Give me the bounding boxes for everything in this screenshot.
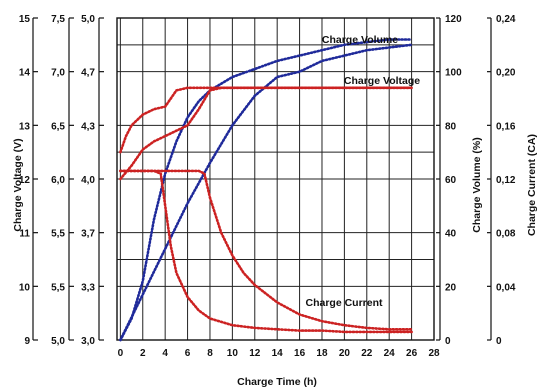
y-tick-label: 6,5 (51, 121, 65, 132)
annotation-charge-voltage: Charge Voltage (344, 75, 420, 87)
y-tick-label: 3,3 (81, 282, 95, 293)
y-axis-label-volume: Charge Volume (%) (471, 137, 483, 232)
y-tick-label: 3,0 (81, 336, 95, 347)
y-tick-label: 60 (445, 175, 457, 186)
series-charge-current (119, 169, 413, 331)
y-tick-label: 9 (24, 336, 30, 347)
y-tick-label: 4,7 (81, 68, 95, 79)
y-tick-label: 7,5 (51, 14, 65, 25)
y-tick-label: 20 (445, 282, 457, 293)
y-tick-label: 5,5 (51, 282, 65, 293)
y-tick-label: 14 (19, 68, 31, 79)
y-tick-label: 5,0 (81, 14, 95, 25)
x-tick-label: 6 (185, 348, 191, 359)
y-tick-label: 0,24 (496, 14, 516, 25)
y-tick-label: 3,7 (81, 229, 95, 240)
plot-border (116, 17, 435, 341)
x-tick-label: 14 (272, 348, 284, 359)
x-tick-label: 16 (294, 348, 306, 359)
y-tick-label: 4,0 (81, 175, 95, 186)
annotation-charge-volume: Charge Volume (322, 34, 398, 46)
y-tick-label: 11 (19, 229, 30, 240)
y-tick-label: 0 (445, 336, 451, 347)
x-tick-label: 8 (207, 348, 213, 359)
y-tick-label: 0 (496, 336, 502, 347)
y-tick-label: 13 (19, 121, 31, 132)
y-tick-label: 0,04 (496, 282, 516, 293)
y-tick-label: 0,12 (496, 175, 516, 186)
y-tick-label: 0,08 (496, 229, 516, 240)
y-tick-label: 4,3 (81, 121, 95, 132)
x-tick-label: 12 (249, 348, 261, 359)
series-charge-voltage (119, 86, 413, 154)
annotation-charge-current: Charge Current (305, 297, 383, 309)
y-tick-label: 15 (19, 14, 31, 25)
x-tick-label: 10 (227, 348, 239, 359)
axes-frame (32, 17, 492, 341)
x-tick-label: 28 (428, 348, 440, 359)
y-axis-label-current: Charge Current (CA) (526, 134, 538, 236)
x-tick-label: 20 (339, 348, 351, 359)
y-axis-label-voltage: Charge Voltage (V) (12, 138, 24, 231)
y-tick-label: 7,0 (51, 68, 65, 79)
y-tick-label: 0,16 (496, 121, 516, 132)
y-tick-label: 12 (19, 175, 31, 186)
x-tick-label: 26 (406, 348, 418, 359)
x-tick-label: 0 (118, 348, 124, 359)
y-tick-label: 100 (445, 68, 462, 79)
y-tick-label: 40 (445, 229, 457, 240)
x-tick-label: 18 (316, 348, 328, 359)
x-axis-label: Charge Time (h) (237, 376, 317, 388)
y-tick-label: 5,5 (51, 229, 65, 240)
tick-labels: 15 14 13 12 11 10 9 7,5 7,0 6,5 6,0 5,5 5,5 5,0 5,0 4,7… (19, 14, 516, 359)
x-tick-label: 4 (162, 348, 168, 359)
y-tick-label: 0,20 (496, 68, 516, 79)
y-tick-label: 120 (445, 14, 462, 25)
series-layer (119, 38, 413, 342)
series-charge-volume (119, 38, 413, 342)
y-tick-label: 6,0 (51, 175, 65, 186)
y-tick-label: 5,0 (51, 336, 65, 347)
x-tick-label: 24 (384, 348, 396, 359)
x-tick-label: 22 (361, 348, 373, 359)
y-tick-label: 80 (445, 121, 457, 132)
x-tick-label: 2 (140, 348, 146, 359)
series-charge-voltage (119, 86, 413, 181)
y-tick-label: 10 (19, 282, 31, 293)
grid (117, 18, 434, 340)
